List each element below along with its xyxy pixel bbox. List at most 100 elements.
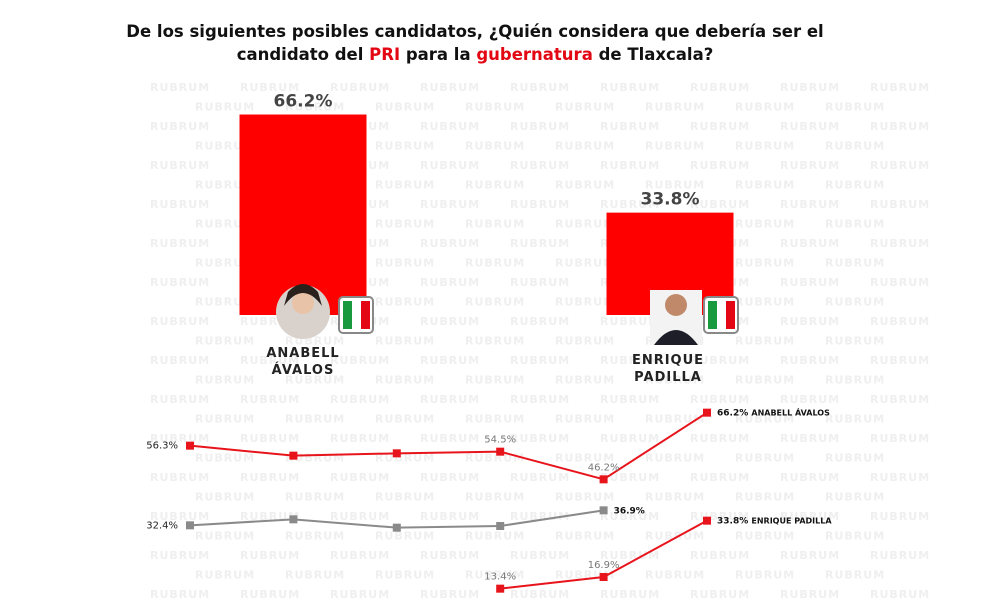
watermark: RUBRUM <box>870 81 930 94</box>
watermark: RUBRUM <box>870 588 930 600</box>
watermark: RUBRUM <box>690 588 750 600</box>
watermark: RUBRUM <box>195 530 255 543</box>
point <box>392 449 401 458</box>
watermark: RUBRUM <box>510 198 570 211</box>
watermark: RUBRUM <box>825 335 885 348</box>
watermark: RUBRUM <box>330 393 390 406</box>
watermark: RUBRUM <box>375 374 435 387</box>
watermark: RUBRUM <box>420 588 480 600</box>
watermark: RUBRUM <box>870 510 930 523</box>
watermark: RUBRUM <box>330 354 390 367</box>
watermark: RUBRUM <box>150 510 210 523</box>
point <box>186 441 194 450</box>
watermark: RUBRUM <box>195 140 255 153</box>
watermark: RUBRUM <box>780 432 840 445</box>
watermark: RUBRUM <box>735 530 795 543</box>
watermark: RUBRUM <box>690 549 750 562</box>
watermark: RUBRUM <box>510 81 570 94</box>
watermark: RUBRUM <box>375 530 435 543</box>
watermark: RUBRUM <box>780 159 840 172</box>
watermark: RUBRUM <box>825 413 885 426</box>
candidate-photo-suit <box>654 330 698 345</box>
watermark: RUBRUM <box>465 569 525 582</box>
watermark: RUBRUM <box>195 296 255 309</box>
watermark: RUBRUM <box>240 588 300 600</box>
point <box>289 515 298 524</box>
watermark: RUBRUM <box>195 413 255 426</box>
watermark: RUBRUM <box>690 471 750 484</box>
point-label: 46.2% <box>588 462 620 473</box>
watermark: RUBRUM <box>780 315 840 328</box>
watermark: RUBRUM <box>420 120 480 133</box>
watermark: RUBRUM <box>510 588 570 600</box>
watermark: RUBRUM <box>420 81 480 94</box>
watermark: RUBRUM <box>690 354 750 367</box>
watermark: RUBRUM <box>780 588 840 600</box>
series-name: ENRIQUE PADILLA <box>751 516 832 525</box>
watermark: RUBRUM <box>600 198 660 211</box>
watermark: RUBRUM <box>735 179 795 192</box>
candidate-name: ANABELL ÁVALOS <box>266 346 340 378</box>
candidate-photo-face <box>665 294 687 316</box>
watermark: RUBRUM <box>285 530 345 543</box>
watermark: RUBRUM <box>870 432 930 445</box>
watermark: RUBRUM <box>825 530 885 543</box>
watermark: RUBRUM <box>780 471 840 484</box>
watermark: RUBRUM <box>645 140 705 153</box>
point-label: 56.3% <box>146 441 178 452</box>
watermark: RUBRUM <box>600 81 660 94</box>
watermark: RUBRUM <box>330 549 390 562</box>
watermark: RUBRUM <box>825 101 885 114</box>
watermark: RUBRUM <box>150 471 210 484</box>
watermark: RUBRUM <box>195 179 255 192</box>
watermark: RUBRUM <box>195 257 255 270</box>
bar-value-label: 33.8% <box>641 190 700 210</box>
watermark: RUBRUM <box>735 140 795 153</box>
watermark: RUBRUM <box>420 315 480 328</box>
watermark: RUBRUM <box>735 335 795 348</box>
watermark: RUBRUM <box>825 374 885 387</box>
watermark: RUBRUM <box>240 354 300 367</box>
watermark: RUBRUM <box>555 491 615 504</box>
watermark: RUBRUM <box>150 354 210 367</box>
watermark: RUBRUM <box>555 257 615 270</box>
end-label: 66.2% ANABELL ÁVALOS <box>717 406 830 418</box>
watermark: RUBRUM <box>150 120 210 133</box>
watermark: RUBRUM <box>465 452 525 465</box>
watermark: RUBRUM <box>330 432 390 445</box>
watermark: RUBRUM <box>780 276 840 289</box>
watermark: RUBRUM <box>825 179 885 192</box>
watermark: RUBRUM <box>600 510 660 523</box>
watermark: RUBRUM <box>645 452 705 465</box>
watermark: RUBRUM <box>510 510 570 523</box>
point <box>703 408 711 417</box>
watermark: RUBRUM <box>510 471 570 484</box>
watermark: RUBRUM <box>825 218 885 231</box>
watermark: RUBRUM <box>195 491 255 504</box>
watermark: RUBRUM <box>690 120 750 133</box>
watermark: RUBRUM <box>600 471 660 484</box>
watermark: RUBRUM <box>870 354 930 367</box>
watermark: RUBRUM <box>555 101 615 114</box>
watermark: RUBRUM <box>195 569 255 582</box>
watermark: RUBRUM <box>780 81 840 94</box>
watermark: RUBRUM <box>240 81 300 94</box>
decor-layer <box>276 284 739 345</box>
watermark: RUBRUM <box>510 549 570 562</box>
watermark: RUBRUM <box>465 413 525 426</box>
watermark: RUBRUM <box>690 81 750 94</box>
watermark: RUBRUM <box>285 101 345 114</box>
watermark: RUBRUM <box>735 452 795 465</box>
party-logo <box>338 296 374 334</box>
watermark: RUBRUM <box>240 549 300 562</box>
watermark: RUBRUM <box>645 530 705 543</box>
watermark: RUBRUM <box>420 276 480 289</box>
watermark: RUBRUM <box>510 354 570 367</box>
watermark: RUBRUM <box>510 393 570 406</box>
point-label: 13.4% <box>484 572 516 583</box>
watermark: RUBRUM <box>285 569 345 582</box>
watermark: RUBRUM <box>690 198 750 211</box>
watermark: RUBRUM <box>420 237 480 250</box>
